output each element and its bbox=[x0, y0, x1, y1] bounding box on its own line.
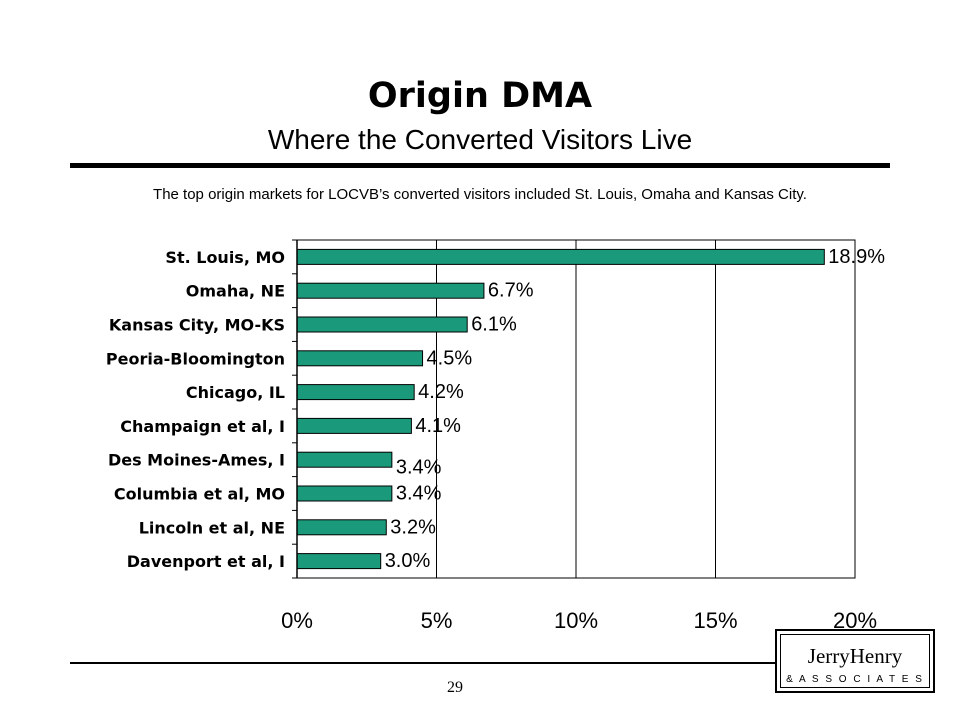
category-label: Champaign et al, I bbox=[120, 417, 285, 436]
slide-title: Origin DMA bbox=[367, 76, 593, 116]
category-label: Lincoln et al, NE bbox=[139, 518, 285, 537]
gridlines bbox=[296, 239, 856, 579]
x-tick-label: 10% bbox=[554, 608, 598, 633]
bar bbox=[296, 384, 415, 401]
bar-chart: 0% 5% 10% 15% 20% St. Louis, MO 18.9% Omaha, NE… bbox=[106, 239, 885, 633]
category-label: St. Louis, MO bbox=[165, 248, 285, 267]
data-label: 6.7% bbox=[488, 280, 534, 302]
category-label: Omaha, NE bbox=[186, 282, 285, 301]
data-label: 3.4% bbox=[396, 457, 442, 479]
axes bbox=[292, 239, 298, 579]
bar bbox=[296, 519, 387, 536]
x-tick-label: 20% bbox=[833, 608, 877, 633]
data-label: 3.4% bbox=[396, 483, 442, 505]
company-logo: JerryHenry & A S S O C I A T E S bbox=[775, 629, 935, 693]
bar bbox=[296, 553, 382, 570]
logo-inner-frame: JerryHenry & A S S O C I A T E S bbox=[780, 634, 930, 688]
bar bbox=[296, 350, 424, 367]
footer-divider bbox=[70, 662, 775, 664]
bar bbox=[296, 451, 393, 468]
title-divider bbox=[70, 163, 890, 168]
bar bbox=[296, 248, 825, 265]
bar bbox=[296, 282, 485, 299]
bar bbox=[296, 417, 412, 434]
bars bbox=[296, 248, 825, 570]
logo-name: JerryHenry bbox=[807, 644, 903, 668]
data-label: 18.9% bbox=[828, 246, 885, 268]
data-label: 4.1% bbox=[415, 415, 461, 437]
category-label: Peoria-Bloomington bbox=[106, 349, 285, 368]
x-tick-label: 5% bbox=[421, 608, 453, 633]
data-label: 4.2% bbox=[418, 381, 464, 403]
chart-caption: The top origin markets for LOCVB’s conve… bbox=[153, 186, 807, 203]
category-label: Chicago, IL bbox=[186, 383, 285, 402]
category-label: Columbia et al, MO bbox=[114, 485, 285, 504]
bar bbox=[296, 316, 468, 333]
x-tick-label: 15% bbox=[693, 608, 737, 633]
data-label: 4.5% bbox=[427, 347, 473, 369]
logo-subtitle: & A S S O C I A T E S bbox=[786, 674, 924, 685]
labels: 0% 5% 10% 15% 20% St. Louis, MO 18.9% Omaha, NE… bbox=[106, 246, 885, 633]
slide-subtitle: Where the Converted Visitors Live bbox=[267, 124, 693, 155]
category-label: Des Moines-Ames, I bbox=[108, 451, 285, 470]
category-label: Kansas City, MO-KS bbox=[109, 316, 285, 335]
bar bbox=[296, 485, 393, 502]
page-number: 29 bbox=[447, 679, 463, 696]
x-tick-label: 0% bbox=[281, 608, 313, 633]
data-label: 3.2% bbox=[390, 516, 436, 538]
category-label: Davenport et al, I bbox=[127, 552, 285, 571]
data-label: 6.1% bbox=[471, 314, 517, 336]
data-label: 3.0% bbox=[385, 550, 431, 572]
